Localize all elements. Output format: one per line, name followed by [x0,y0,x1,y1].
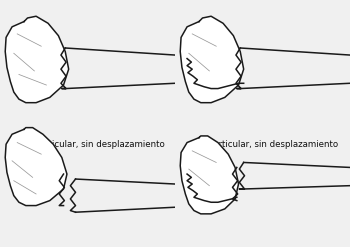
Polygon shape [5,16,69,103]
Text: Intra-articular, sin desplazamiento: Intra-articular, sin desplazamiento [190,140,338,149]
Polygon shape [5,128,67,206]
Text: Extra-articular, sin desplazamiento: Extra-articular, sin desplazamiento [14,140,164,149]
Polygon shape [180,16,244,103]
Polygon shape [180,136,239,214]
